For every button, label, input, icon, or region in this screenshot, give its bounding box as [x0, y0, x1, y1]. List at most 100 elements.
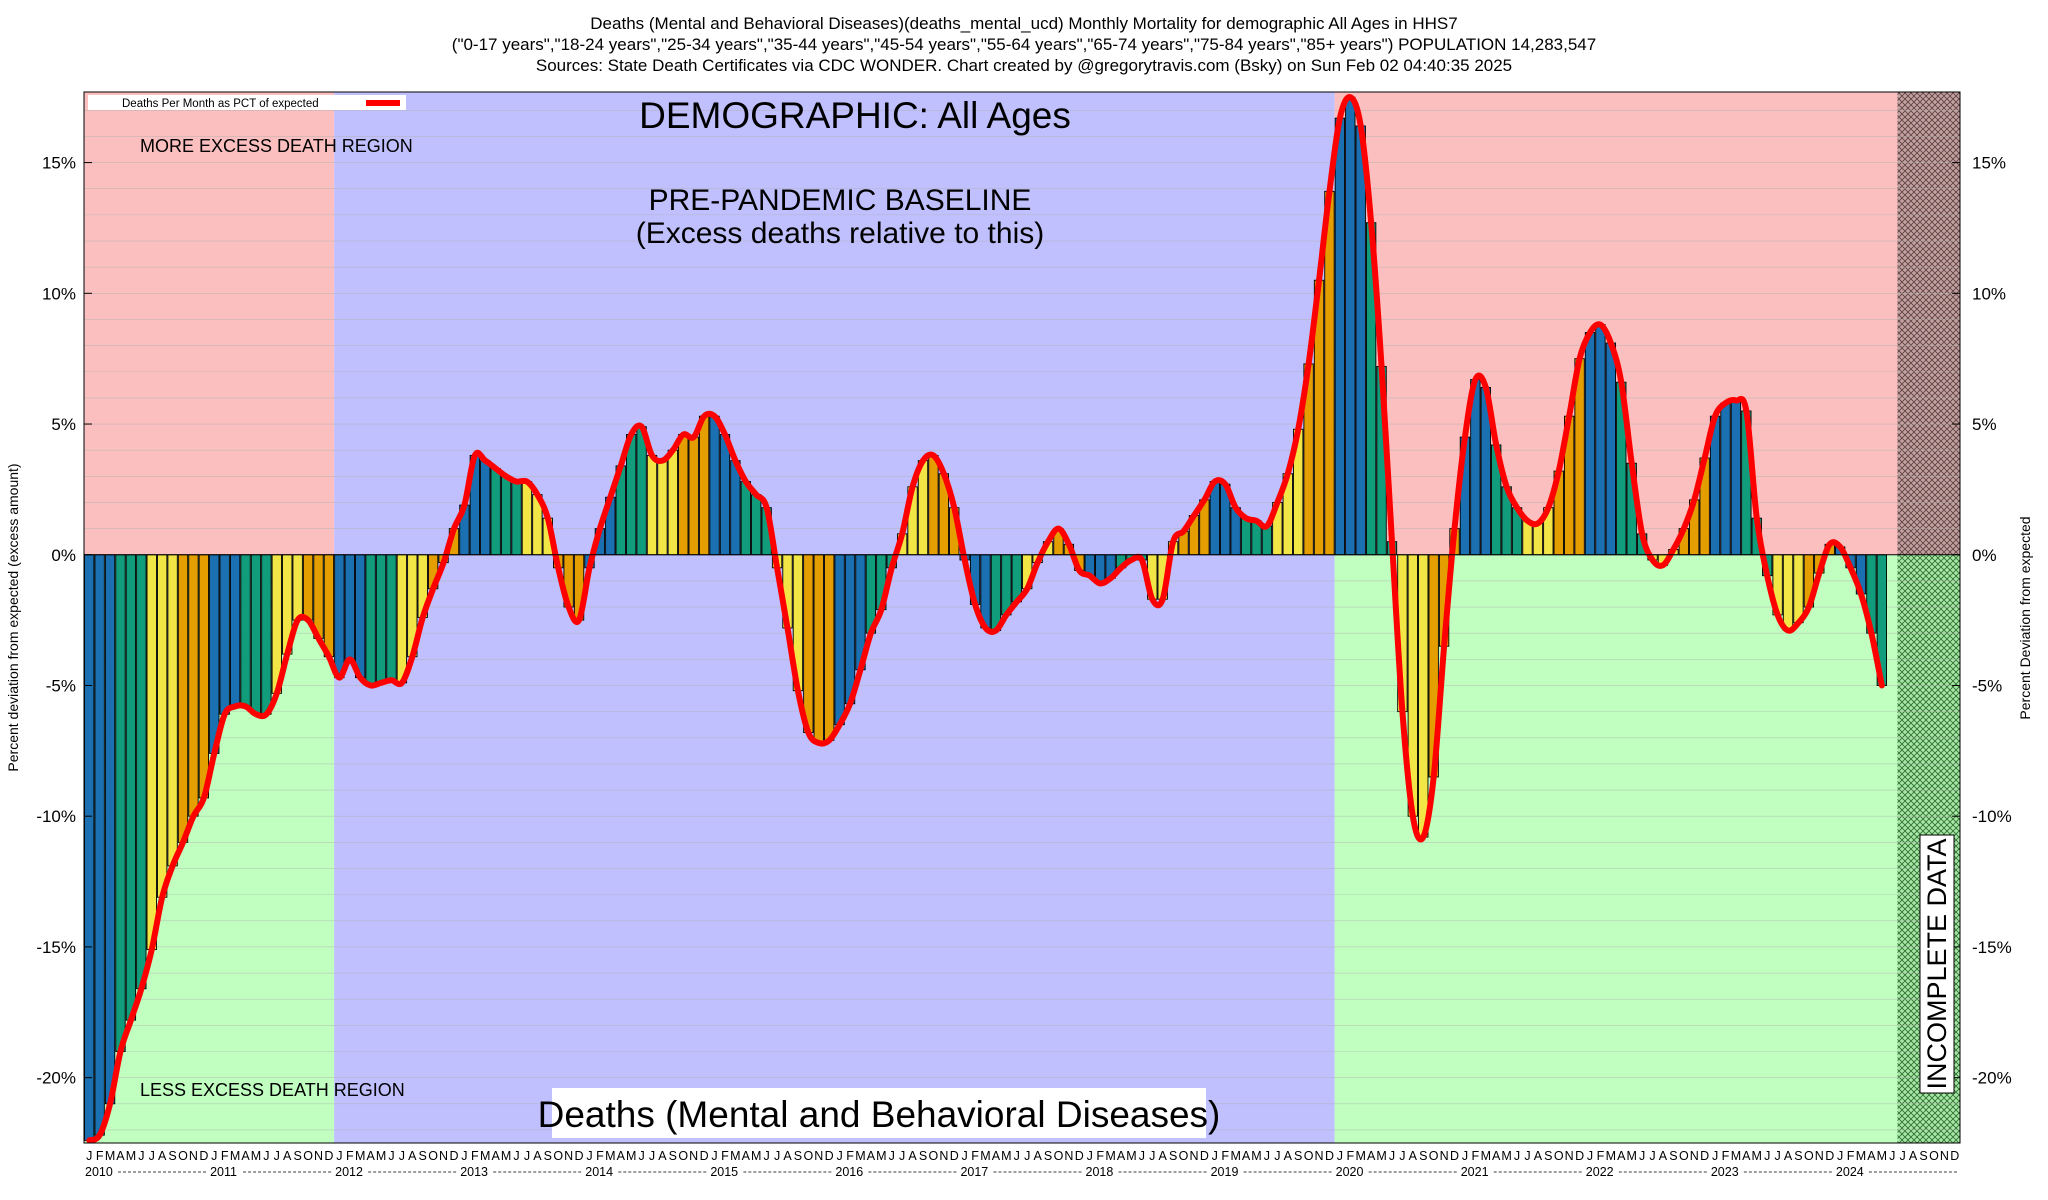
bar: [1595, 324, 1606, 556]
x-month-label: J: [764, 1149, 770, 1163]
bar: [824, 554, 835, 741]
x-month-label: S: [1419, 1149, 1427, 1163]
x-month-label: A: [1284, 1149, 1293, 1163]
x-month-label: N: [1315, 1149, 1324, 1163]
x-month-label: S: [168, 1149, 176, 1163]
series-line: [86, 94, 1885, 1144]
x-month-label: J: [586, 1149, 592, 1163]
x-month-label: F: [221, 1149, 229, 1163]
x-month-label: A: [992, 1149, 1001, 1163]
bar: [646, 454, 658, 556]
bar: [1240, 517, 1252, 556]
x-month-label: N: [1064, 1149, 1073, 1163]
x-month-label: J: [1837, 1149, 1843, 1163]
bar: [1334, 117, 1346, 556]
x-month-label: D: [1075, 1149, 1084, 1163]
x-month-label: O: [303, 1149, 313, 1163]
y-tick-label-right: -5%: [1972, 676, 2002, 695]
x-month-label: D: [324, 1149, 333, 1163]
incomplete-label-box: [1919, 834, 1955, 1094]
x-month-label: M: [1356, 1149, 1366, 1163]
bar: [375, 554, 387, 684]
bar: [344, 554, 355, 660]
y-tick-label-left: 0%: [51, 546, 76, 565]
bar: [678, 434, 689, 556]
bar: [229, 554, 241, 707]
bar: [209, 554, 220, 754]
bar: [1782, 554, 1794, 632]
bar: [719, 434, 731, 556]
x-month-label: J: [399, 1149, 405, 1163]
x-month-label: J: [889, 1149, 895, 1163]
x-month-label: M: [1626, 1149, 1636, 1163]
x-month-label: J: [461, 1149, 467, 1163]
x-year-label: 2018: [1086, 1165, 1114, 1179]
bar: [188, 554, 199, 817]
x-month-label: J: [1212, 1149, 1218, 1163]
bar: [740, 481, 751, 556]
x-month-label: S: [419, 1149, 427, 1163]
x-month-label: A: [1867, 1149, 1876, 1163]
bar: [521, 481, 533, 556]
x-month-label: J: [711, 1149, 717, 1163]
y-tick-label-right: 10%: [1972, 284, 2006, 303]
x-month-label: M: [376, 1149, 386, 1163]
x-month-label: J: [1639, 1149, 1645, 1163]
x-month-label: O: [1054, 1149, 1064, 1163]
bar: [709, 415, 720, 556]
x-month-label: S: [1544, 1149, 1552, 1163]
bar: [813, 554, 824, 744]
bar: [136, 554, 147, 990]
x-month-label: S: [1669, 1149, 1677, 1163]
bar: [292, 554, 303, 621]
x-month-label: J: [513, 1149, 519, 1163]
less-excess-region-bg-2020: [1334, 554, 1898, 1143]
x-month-label: F: [846, 1149, 854, 1163]
bar: [928, 454, 939, 556]
x-month-label: O: [929, 1149, 939, 1163]
x-month-label: J: [649, 1149, 655, 1163]
x-month-label: D: [1950, 1149, 1959, 1163]
y-tick-label-left: -10%: [36, 807, 76, 826]
x-month-label: D: [950, 1149, 959, 1163]
x-month-label: A: [158, 1149, 167, 1163]
x-month-label: M: [855, 1149, 865, 1163]
x-month-label: O: [428, 1149, 438, 1163]
bar: [500, 475, 512, 556]
bar: [636, 426, 647, 556]
bar: [146, 554, 157, 950]
x-month-label: M: [251, 1149, 261, 1163]
x-month-label: S: [1794, 1149, 1802, 1163]
y-tick-label-right: 5%: [1972, 415, 1997, 434]
x-month-label: A: [617, 1149, 626, 1163]
x-month-label: M: [1752, 1149, 1762, 1163]
x-month-label: S: [293, 1149, 301, 1163]
x-month-label: N: [1565, 1149, 1574, 1163]
x-month-label: F: [721, 1149, 729, 1163]
bar: [355, 554, 366, 679]
x-month-label: D: [1450, 1149, 1459, 1163]
x-month-label: J: [1900, 1149, 1906, 1163]
bottom-title-box: [552, 1088, 1206, 1138]
x-month-label: J: [1087, 1149, 1093, 1163]
x-year-label: 2010: [85, 1165, 113, 1179]
x-month-label: M: [751, 1149, 761, 1163]
x-year-label: 2014: [585, 1165, 613, 1179]
x-month-label: M: [1376, 1149, 1386, 1163]
x-month-label: J: [1514, 1149, 1520, 1163]
bar: [240, 554, 251, 707]
x-month-label: F: [971, 1149, 979, 1163]
x-month-label: M: [1501, 1149, 1511, 1163]
x-month-label: M: [626, 1149, 636, 1163]
x-month-label: O: [1179, 1149, 1189, 1163]
y-tick-label-left: 10%: [42, 284, 76, 303]
x-month-label: M: [480, 1149, 490, 1163]
x-month-label: J: [1389, 1149, 1395, 1163]
x-month-label: M: [1001, 1149, 1011, 1163]
x-month-label: J: [1149, 1149, 1155, 1163]
x-month-label: A: [1909, 1149, 1918, 1163]
y-axis-title-right: Percent Deviation from expected: [2017, 516, 2033, 719]
x-month-label: M: [105, 1149, 115, 1163]
x-month-label: F: [1472, 1149, 1480, 1163]
